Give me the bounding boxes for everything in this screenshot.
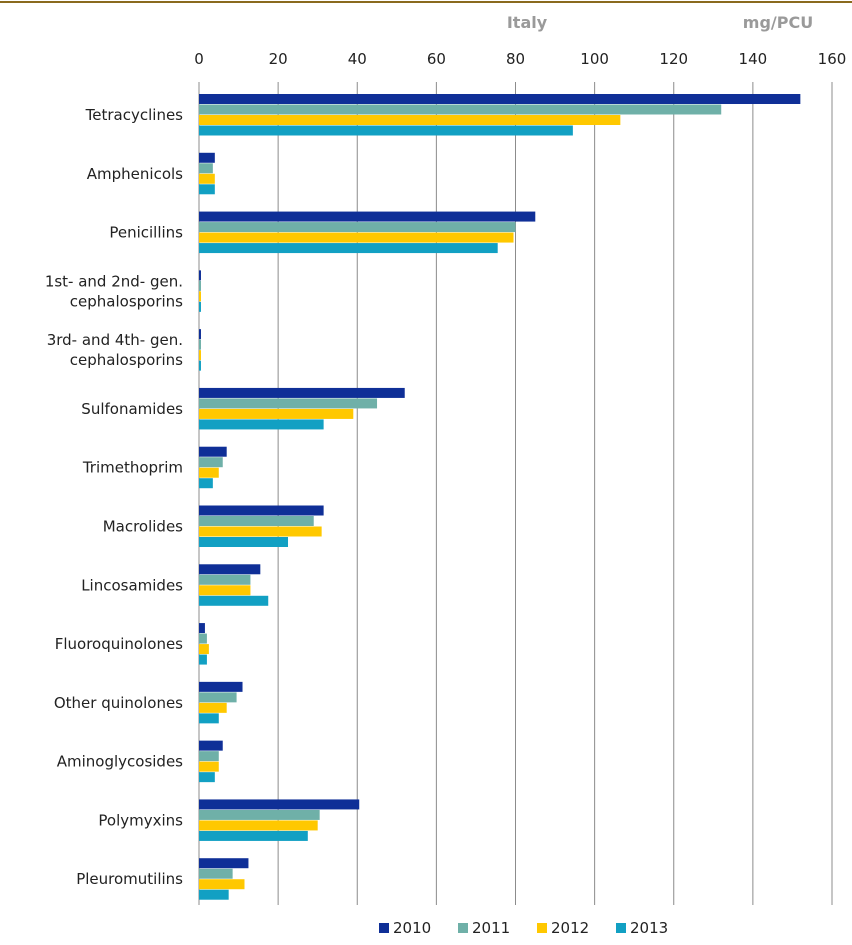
category-label: Tetracyclines (85, 106, 184, 124)
category-label: 1st- and 2nd- gen. (45, 272, 183, 290)
category-label: Amphenicols (87, 165, 183, 183)
bar (199, 879, 245, 890)
legend-label: 2010 (393, 919, 431, 937)
bar (199, 644, 209, 655)
region-label: Italy (507, 13, 548, 32)
bar (199, 799, 360, 810)
bar (199, 467, 219, 478)
category-label: Penicillins (109, 224, 183, 242)
bar (199, 243, 498, 254)
bar (199, 446, 227, 457)
bar (199, 270, 201, 281)
bar (199, 772, 215, 783)
legend-label: 2013 (630, 919, 668, 937)
category-label: 3rd- and 4th- gen. (47, 331, 183, 349)
bar (199, 173, 215, 184)
bar (199, 740, 223, 751)
x-tick-label: 80 (506, 50, 525, 68)
category-label: Polymyxins (98, 811, 183, 829)
bar (199, 830, 308, 841)
x-tick-label: 0 (194, 50, 204, 68)
bar (199, 301, 201, 312)
x-tick-label: 40 (348, 50, 367, 68)
bar (199, 115, 621, 125)
category-labels: Tetracyclines Amphenicols Penicillins 1st- … (45, 106, 183, 888)
bar (199, 211, 536, 222)
category-label: Aminoglycosides (57, 753, 183, 771)
bar (199, 574, 251, 585)
bar (199, 761, 219, 772)
bar (199, 419, 324, 430)
bar (199, 585, 251, 596)
bar (199, 94, 801, 104)
bar (199, 339, 201, 350)
bar (199, 702, 227, 713)
category-label: Other quinolones (54, 694, 183, 712)
category-label: Pleuromutilins (76, 870, 183, 888)
bar (199, 222, 516, 233)
legend-label: 2011 (472, 919, 510, 937)
bar (199, 505, 324, 516)
bar (199, 408, 354, 419)
bar (199, 329, 201, 340)
grid-lines (198, 82, 833, 905)
category-label: cephalosporins (70, 292, 183, 310)
legend-label: 2012 (551, 919, 589, 937)
x-tick-label: 160 (818, 50, 847, 68)
bar (199, 232, 514, 243)
bar (199, 291, 201, 302)
category-label: cephalosporins (70, 351, 183, 369)
x-tick-label: 120 (659, 50, 688, 68)
bar (199, 633, 207, 644)
bar (199, 387, 405, 398)
bar (199, 692, 237, 703)
bar (199, 184, 215, 195)
bar (199, 809, 320, 820)
unit-label: mg/PCU (743, 13, 813, 32)
category-label: Lincosamides (81, 576, 183, 594)
category-label: Sulfonamides (81, 400, 183, 418)
legend-swatch (379, 923, 389, 933)
bar (199, 751, 219, 762)
bar (199, 457, 223, 468)
bar (199, 564, 261, 575)
bar (199, 526, 322, 537)
legend-swatch (537, 923, 547, 933)
category-label: Trimethoprim (82, 459, 183, 477)
bar (199, 537, 289, 547)
bar (199, 360, 201, 371)
legend: 2010 2011 2012 2013 (379, 919, 668, 937)
bar (199, 478, 213, 489)
legend-swatch (616, 923, 626, 933)
bar (199, 623, 205, 634)
bar (199, 681, 243, 692)
bar (199, 820, 318, 831)
bar (199, 280, 201, 291)
x-axis-ticks: 0 20 40 60 80 100 120 140 160 (194, 50, 846, 68)
bar (199, 104, 722, 115)
x-tick-label: 140 (739, 50, 768, 68)
bar (199, 125, 573, 136)
bar (199, 398, 378, 409)
category-label: Fluoroquinolones (55, 635, 183, 653)
legend-swatch (458, 923, 468, 933)
bar (199, 713, 219, 724)
bar (199, 868, 233, 879)
bar (199, 350, 201, 361)
bar (199, 858, 249, 869)
bars (199, 94, 801, 900)
x-tick-label: 60 (427, 50, 446, 68)
bar (199, 654, 207, 665)
bar (199, 152, 215, 163)
bar (199, 163, 213, 174)
category-label: Macrolides (103, 518, 183, 536)
bar (199, 516, 314, 526)
bar (199, 889, 229, 900)
x-tick-label: 100 (580, 50, 609, 68)
bar (199, 595, 269, 606)
x-tick-label: 20 (269, 50, 288, 68)
